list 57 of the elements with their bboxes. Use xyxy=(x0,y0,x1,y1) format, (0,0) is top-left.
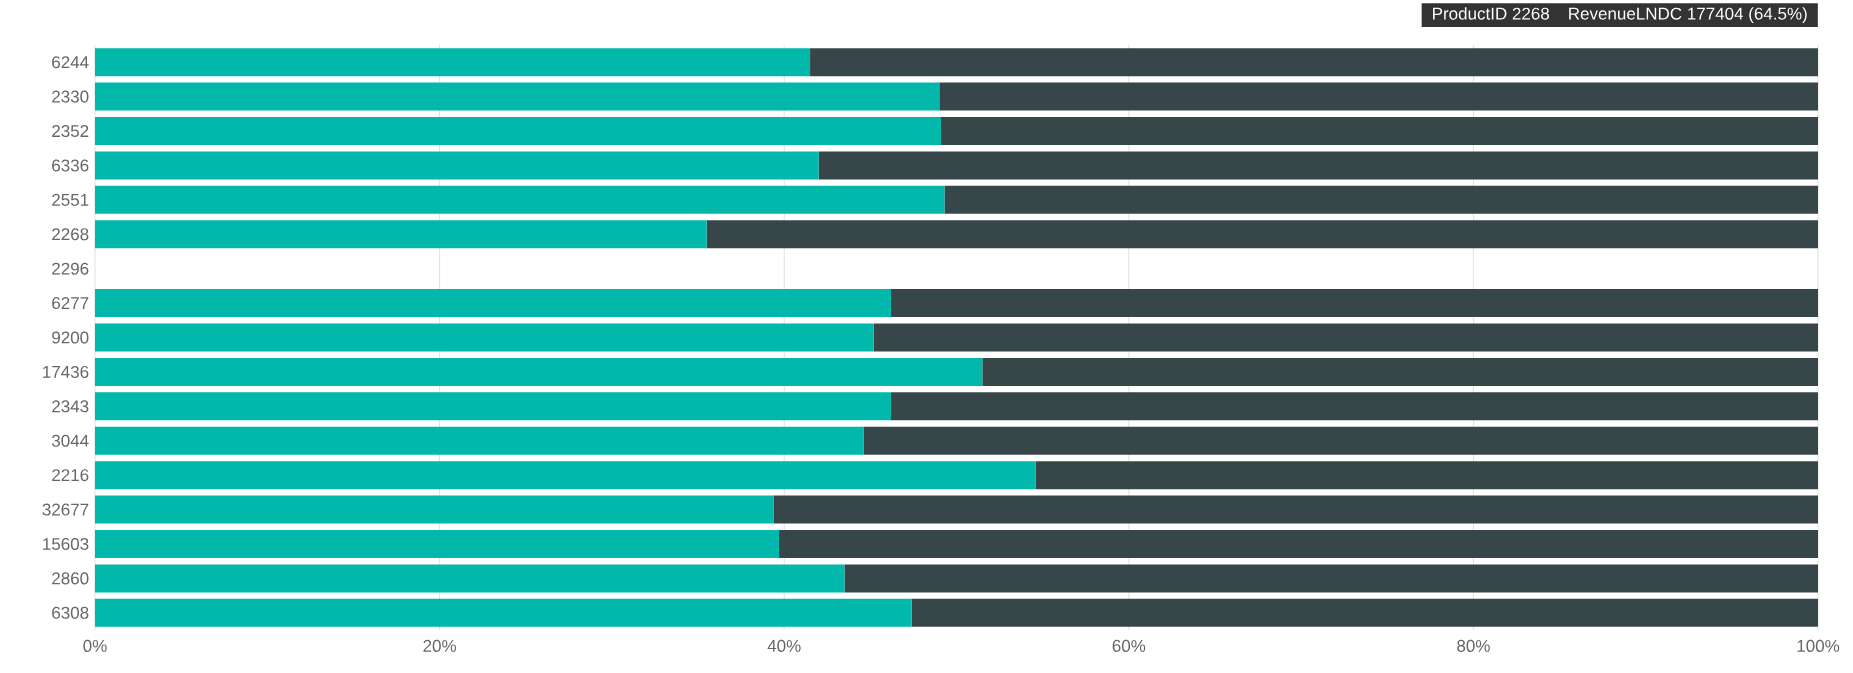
bar xyxy=(95,117,941,146)
y-tick-label: 3044 xyxy=(51,434,89,447)
text: RevenueLNDC 177404 (64.5%) xyxy=(1569,7,1807,24)
x-tick-label: 100% xyxy=(1797,639,1840,652)
x-tick-label: 80% xyxy=(1457,639,1490,652)
y-tick-label: 2343 xyxy=(52,400,89,413)
y-tick-label: 6277 xyxy=(52,297,89,310)
x-tick-label: 60% xyxy=(1112,639,1146,652)
y-tick-label: 2551 xyxy=(52,193,89,206)
bar xyxy=(95,82,940,111)
bar xyxy=(95,357,983,386)
bar xyxy=(1035,461,1819,490)
bar xyxy=(95,151,819,180)
y-tick-label: 15603 xyxy=(43,537,89,550)
y-tick-label: 6336 xyxy=(52,159,89,172)
bar xyxy=(891,392,1819,421)
bar xyxy=(706,220,1819,249)
y-tick-label: 2860 xyxy=(52,572,89,585)
y-tick-label: 2216 xyxy=(52,469,89,482)
bar xyxy=(863,426,1819,455)
bar xyxy=(95,392,892,421)
bar xyxy=(95,529,780,558)
y-tick-label: 2296 xyxy=(52,262,89,275)
bar xyxy=(95,48,811,77)
y-tick-label: 32677 xyxy=(42,503,89,516)
y-tick-label: 6244 xyxy=(52,56,89,69)
bar xyxy=(810,48,1819,77)
bar xyxy=(891,289,1819,318)
bar xyxy=(95,598,912,627)
y-tick-label: 2352 xyxy=(52,125,89,138)
bar xyxy=(779,529,1819,558)
bar xyxy=(95,220,707,249)
bar xyxy=(95,323,874,352)
bar xyxy=(911,598,1819,627)
bar xyxy=(944,185,1819,214)
x-tick-label: 20% xyxy=(423,639,457,652)
y-tick-label: 6308 xyxy=(52,606,89,619)
bar xyxy=(95,564,845,593)
text: ProductID 2268 xyxy=(1433,7,1550,20)
y-tick-label: 9200 xyxy=(52,331,89,344)
x-tick-label: 40% xyxy=(767,639,801,652)
bar xyxy=(941,117,1819,146)
bar xyxy=(818,151,1819,180)
bar xyxy=(95,461,1036,490)
y-tick-label: 2268 xyxy=(52,228,89,241)
bar xyxy=(939,82,1819,111)
x-tick-label: 0% xyxy=(83,639,107,652)
bar xyxy=(95,289,892,318)
bar xyxy=(773,495,1819,524)
bar xyxy=(95,426,864,455)
bar xyxy=(982,357,1819,386)
bar xyxy=(844,564,1819,593)
bar xyxy=(95,185,945,214)
bar xyxy=(95,495,774,524)
bar xyxy=(873,323,1819,352)
y-tick-label: 17436 xyxy=(43,365,89,378)
y-tick-label: 2330 xyxy=(52,90,89,103)
